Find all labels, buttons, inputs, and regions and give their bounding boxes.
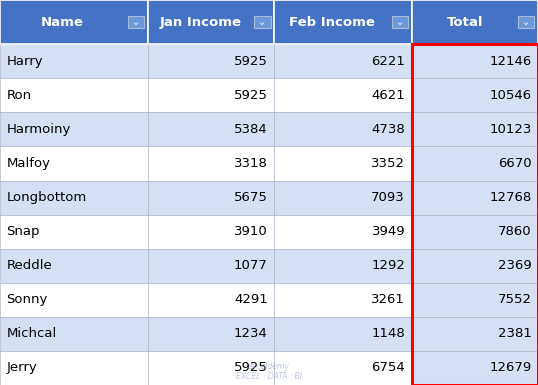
Text: 1148: 1148 [371, 327, 405, 340]
Bar [148, 351, 274, 385]
Bar [0, 317, 148, 351]
Bar [274, 79, 412, 112]
Text: 5925: 5925 [234, 362, 268, 375]
Text: Reddle: Reddle [6, 259, 52, 272]
Text: Total: Total [447, 16, 483, 28]
Bar [0, 351, 148, 385]
Bar [412, 249, 538, 283]
Text: 5384: 5384 [234, 123, 268, 136]
Text: Name: Name [41, 16, 83, 28]
Bar [412, 317, 538, 351]
Text: ⌄: ⌄ [522, 17, 530, 27]
Bar [274, 214, 412, 249]
Bar [148, 317, 274, 351]
Text: exceldemy
EXCEL · DATA · BI: exceldemy EXCEL · DATA · BI [236, 362, 302, 381]
Text: Michcal: Michcal [6, 327, 56, 340]
Text: Sonny: Sonny [6, 293, 48, 306]
Text: 6221: 6221 [371, 55, 405, 68]
Text: 3910: 3910 [234, 225, 268, 238]
Text: Snap: Snap [6, 225, 40, 238]
Bar [148, 181, 274, 215]
Bar [412, 214, 538, 249]
Bar [0, 214, 148, 249]
Bar [412, 146, 538, 181]
Text: 7860: 7860 [498, 225, 532, 238]
Text: 3949: 3949 [371, 225, 405, 238]
Text: 1292: 1292 [371, 259, 405, 272]
Text: ⌄: ⌄ [395, 17, 404, 27]
Bar [274, 317, 412, 351]
Text: ⌄: ⌄ [132, 17, 140, 27]
Text: 12146: 12146 [489, 55, 532, 68]
Bar [0, 146, 148, 181]
Text: 5925: 5925 [234, 55, 268, 68]
Bar [0, 79, 148, 112]
Text: 5675: 5675 [234, 191, 268, 204]
Text: Feb Income: Feb Income [289, 16, 375, 28]
FancyBboxPatch shape [518, 16, 534, 28]
Text: Harry: Harry [6, 55, 43, 68]
Bar [412, 79, 538, 112]
Bar [148, 146, 274, 181]
Text: 6670: 6670 [498, 157, 532, 170]
Text: Ron: Ron [6, 89, 32, 102]
Text: 7093: 7093 [371, 191, 405, 204]
Bar [0, 0, 148, 44]
Text: 4738: 4738 [371, 123, 405, 136]
Text: ⌄: ⌄ [258, 17, 267, 27]
Bar [412, 112, 538, 146]
Bar [412, 283, 538, 317]
Bar [148, 214, 274, 249]
Bar [148, 44, 274, 79]
Bar [274, 44, 412, 79]
Text: Longbottom: Longbottom [6, 191, 87, 204]
Text: Jan Income: Jan Income [160, 16, 242, 28]
Text: 1234: 1234 [234, 327, 268, 340]
Bar [148, 283, 274, 317]
FancyBboxPatch shape [392, 16, 408, 28]
Text: Jerry: Jerry [6, 362, 37, 375]
Text: 4621: 4621 [371, 89, 405, 102]
Bar [274, 112, 412, 146]
Text: 7552: 7552 [498, 293, 532, 306]
Bar [0, 181, 148, 215]
Bar [274, 146, 412, 181]
Bar [412, 0, 538, 44]
Bar [412, 351, 538, 385]
Text: 3352: 3352 [371, 157, 405, 170]
Bar [0, 112, 148, 146]
Bar [148, 249, 274, 283]
Text: Malfoy: Malfoy [6, 157, 51, 170]
Bar [0, 44, 148, 79]
Bar [274, 351, 412, 385]
Text: 1077: 1077 [234, 259, 268, 272]
Bar [148, 79, 274, 112]
Bar [412, 44, 538, 385]
Bar [412, 181, 538, 215]
Bar [0, 249, 148, 283]
Bar [274, 283, 412, 317]
Text: Harmoiny: Harmoiny [6, 123, 71, 136]
Bar [148, 112, 274, 146]
Text: 2381: 2381 [498, 327, 532, 340]
Text: 10123: 10123 [489, 123, 532, 136]
Bar [274, 249, 412, 283]
Bar [0, 283, 148, 317]
Text: 3318: 3318 [234, 157, 268, 170]
Bar [148, 0, 274, 44]
Text: 4291: 4291 [234, 293, 268, 306]
Text: 5925: 5925 [234, 89, 268, 102]
Text: 2369: 2369 [498, 259, 532, 272]
Bar [274, 0, 412, 44]
Text: 10546: 10546 [490, 89, 532, 102]
FancyBboxPatch shape [254, 16, 271, 28]
Text: 6754: 6754 [371, 362, 405, 375]
Bar [412, 44, 538, 79]
Bar [274, 181, 412, 215]
Text: 12768: 12768 [489, 191, 532, 204]
Text: 12679: 12679 [489, 362, 532, 375]
Text: 3261: 3261 [371, 293, 405, 306]
FancyBboxPatch shape [128, 16, 144, 28]
